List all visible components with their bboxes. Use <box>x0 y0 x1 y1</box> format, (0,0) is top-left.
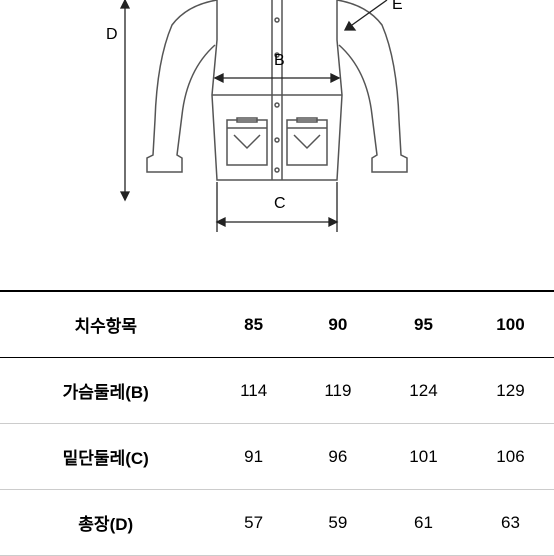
size-table: 치수항목 85 90 95 100 가슴둘레(B) 114 119 124 12… <box>0 290 554 556</box>
header-size: 90 <box>296 291 380 358</box>
row-cell: 91 <box>212 424 296 490</box>
row-cell: 61 <box>380 490 467 556</box>
row-label: 총장(D) <box>0 490 212 556</box>
table-row: 가슴둘레(B) 114 119 124 129 <box>0 358 554 424</box>
dim-label-b: B <box>274 52 285 70</box>
table-row: 총장(D) 57 59 61 63 <box>0 490 554 556</box>
row-label: 가슴둘레(B) <box>0 358 212 424</box>
header-size: 85 <box>212 291 296 358</box>
row-cell: 57 <box>212 490 296 556</box>
table-row: 밑단둘레(C) 91 96 101 106 <box>0 424 554 490</box>
row-cell: 119 <box>296 358 380 424</box>
row-cell: 96 <box>296 424 380 490</box>
row-cell: 124 <box>380 358 467 424</box>
row-cell: 114 <box>212 358 296 424</box>
header-size: 100 <box>467 291 554 358</box>
row-cell: 106 <box>467 424 554 490</box>
dim-label-c: C <box>274 195 286 213</box>
row-label: 밑단둘레(C) <box>0 424 212 490</box>
row-cell: 129 <box>467 358 554 424</box>
header-measure-label: 치수항목 <box>0 291 212 358</box>
table-header-row: 치수항목 85 90 95 100 <box>0 291 554 358</box>
header-size: 95 <box>380 291 467 358</box>
dim-label-d: D <box>106 26 118 44</box>
row-cell: 63 <box>467 490 554 556</box>
dim-label-e: E <box>392 0 403 14</box>
row-cell: 59 <box>296 490 380 556</box>
jacket-diagram: D B C E <box>0 0 554 260</box>
row-cell: 101 <box>380 424 467 490</box>
